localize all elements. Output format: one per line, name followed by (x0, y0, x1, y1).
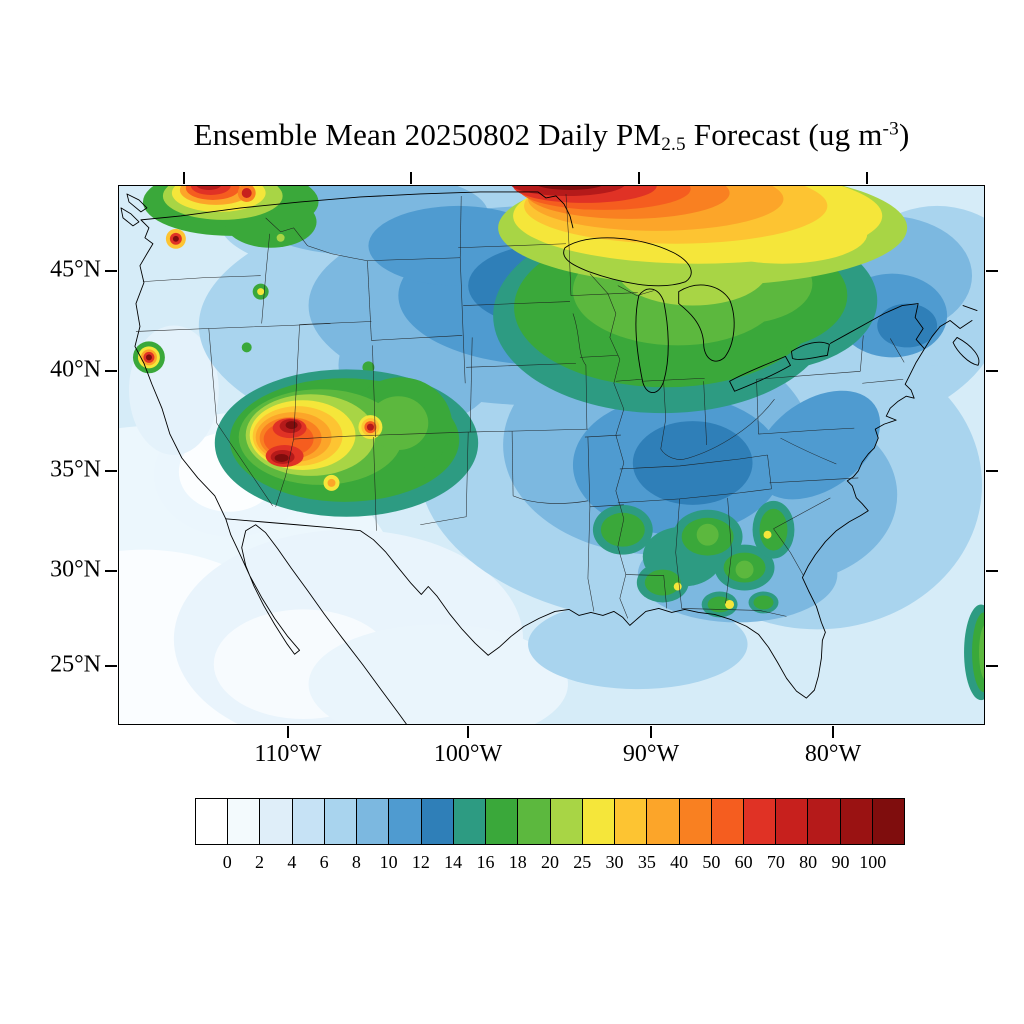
canada-smoke-plume (498, 186, 908, 286)
colorbar-cell (453, 799, 487, 844)
axis-tick (638, 172, 640, 184)
colorbar-cell (486, 799, 519, 844)
axis-tick (105, 370, 117, 372)
colorbar-cell (679, 799, 712, 844)
northern-california-spot (132, 341, 165, 374)
colorbar-cell (582, 799, 616, 844)
colorbar-cell (228, 799, 261, 844)
axis-tick (105, 665, 117, 667)
lat-label-25n: 25°N (50, 651, 101, 678)
colorbar-cell (743, 799, 777, 844)
colorbar-label: 60 (734, 852, 753, 872)
state-borders (135, 193, 905, 619)
colorbar-cell (518, 799, 551, 844)
axis-tick (986, 270, 998, 272)
colorbar-label: 80 (799, 852, 818, 872)
colorbar-cell (421, 799, 454, 844)
title-subscript: 2.5 (661, 134, 686, 155)
title-text-3: ) (898, 117, 910, 153)
colorbar-cell (357, 799, 390, 844)
lon-label-90w: 90°W (622, 741, 680, 767)
colorbar-label: 16 (476, 852, 495, 872)
axis-tick (287, 726, 289, 738)
colorbar-label: 6 (319, 852, 329, 872)
axis-tick (650, 726, 652, 738)
colorbar-labels: 0 2 4 6 8 10 12 14 16 18 20 25 30 35 40 50 60 70 80 90 100 (195, 852, 905, 874)
colorbar-cell (872, 799, 905, 844)
map-panel: Ensemble Mean 20250802 Daily PM2.5 Forec… (50, 117, 998, 767)
lon-label-100w: 100°W (433, 741, 503, 767)
chart-title: Ensemble Mean 20250802 Daily PM2.5 Forec… (194, 117, 910, 156)
colorbar-label: 25 (573, 852, 592, 872)
colorbar-cell (260, 799, 293, 844)
axis-tick (986, 570, 998, 572)
axis-tick (105, 470, 117, 472)
colorbar-label: 70 (766, 852, 785, 872)
lat-label-35n: 35°N (50, 456, 101, 483)
axis-tick (183, 172, 185, 184)
colorbar-label: 100 (859, 852, 887, 872)
lon-label-110w: 110°W (254, 741, 322, 767)
colorbar-label: 0 (222, 852, 232, 872)
colorbar-label: 4 (287, 852, 297, 872)
colorbar: 0 2 4 6 8 10 12 14 16 18 20 25 30 35 40 50 60 70 80 90 100 (195, 798, 905, 872)
colorbar-cell (324, 799, 358, 844)
title-superscript: -3 (882, 118, 899, 140)
utah-colorado-hotspot (214, 369, 479, 517)
colorbar-cell (808, 799, 841, 844)
colorbar-label: 90 (831, 852, 850, 872)
puget-sound-spot (165, 228, 186, 249)
colorbar-label: 10 (379, 852, 398, 872)
colorbar-label: 35 (637, 852, 656, 872)
axis-tick (866, 172, 868, 184)
colorbar-label: 8 (351, 852, 361, 872)
colorbar-cell (776, 799, 809, 844)
colorbar-cell (292, 799, 325, 844)
lat-label-45n: 45°N (50, 256, 101, 283)
axis-tick (986, 665, 998, 667)
pm25-contour-map (119, 186, 984, 724)
axis-tick (986, 470, 998, 472)
colorbar-cell (615, 799, 648, 844)
colorbar-label: 30 (605, 852, 624, 872)
colorbar-cell (196, 799, 229, 844)
coastlines-borders (120, 191, 980, 724)
axis-tick (467, 726, 469, 738)
colorbar-label: 50 (702, 852, 721, 872)
southeast-patches (592, 500, 795, 618)
axis-tick (832, 726, 834, 738)
axis-tick (105, 270, 117, 272)
colorbar-label: 2 (255, 852, 265, 872)
lat-label-30n: 30°N (50, 556, 101, 583)
colorbar-label: 14 (444, 852, 463, 872)
axis-tick (105, 570, 117, 572)
color-field (119, 186, 984, 724)
colorbar-label: 40 (670, 852, 689, 872)
colorbar-cell (711, 799, 744, 844)
colorbar-cell (550, 799, 583, 844)
colorbar-cell (389, 799, 422, 844)
colorbar-cell (647, 799, 680, 844)
great-lakes-outlines (563, 237, 830, 394)
lon-label-80w: 80°W (804, 741, 862, 767)
colorbar-label: 12 (411, 852, 430, 872)
colorbar-cell (840, 799, 873, 844)
lat-label-40n: 40°N (50, 356, 101, 383)
axis-tick (410, 172, 412, 184)
axis-tick (986, 370, 998, 372)
title-text-2: Forecast (ug m (685, 117, 883, 153)
colorbar-label: 20 (541, 852, 559, 872)
title-text-1: Ensemble Mean 20250802 Daily PM (193, 117, 662, 153)
colorbar-cells (195, 798, 905, 845)
colorbar-label: 18 (508, 852, 527, 872)
bc-washington-hotspot (142, 186, 319, 248)
